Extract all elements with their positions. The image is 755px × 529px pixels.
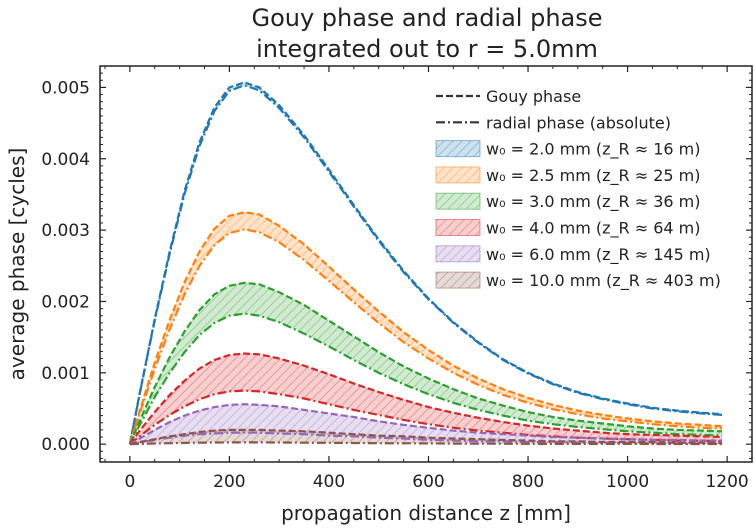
x-tick-label: 200 (213, 472, 245, 492)
legend-area-swatch (435, 166, 481, 184)
gouy-line-6 (129, 428, 723, 446)
legend-area-swatch (435, 192, 481, 210)
x-tick-label: 0 (124, 472, 135, 492)
gouy-line-3 (128, 281, 723, 445)
chart-title: Gouy phase and radial phase (251, 4, 602, 32)
y-axis-label: average phase [cycles] (5, 148, 29, 381)
legend-area-swatch (435, 271, 481, 289)
legend-area-swatch (435, 219, 481, 236)
legend-area-swatch (435, 245, 481, 263)
gouy-line-2 (128, 211, 723, 445)
plot-frame (99, 65, 753, 463)
gouy-line-1 (128, 81, 723, 445)
plot-area (128, 81, 723, 446)
x-tick-label: 1000 (606, 472, 649, 492)
y-tick-label: 0.000 (41, 435, 90, 455)
gouy-line-4 (129, 352, 723, 445)
legend-label: w₀ = 4.0 mm (z_R ≈ 64 m) (486, 219, 700, 239)
y-tick-label: 0.001 (41, 364, 90, 384)
y-tick-label: 0.004 (41, 150, 90, 170)
legend-area-swatch (435, 140, 481, 158)
legend-label: Gouy phase (486, 87, 581, 106)
legend-label: w₀ = 3.0 mm (z_R ≈ 36 m) (486, 192, 700, 212)
legend: Gouy phase radial phase (absolute) w₀ = 2.… (435, 87, 721, 291)
x-tick-label: 400 (313, 472, 345, 492)
legend-label: w₀ = 10.0 mm (z_R ≈ 403 m) (486, 271, 721, 291)
band-4 (129, 353, 723, 445)
x-tick-label: 1200 (705, 472, 748, 492)
radial-line-6 (129, 441, 723, 446)
legend-label: radial phase (absolute) (486, 113, 671, 132)
band-5 (129, 404, 723, 445)
x-tick-label: 600 (412, 472, 444, 492)
y-tick-label: 0.005 (41, 78, 90, 98)
x-axis-label: propagation distance z [mm] (281, 501, 571, 525)
legend-label: w₀ = 2.0 mm (z_R ≈ 16 m) (486, 140, 700, 160)
x-tick-label: 800 (512, 472, 544, 492)
gouy-line-5 (129, 403, 723, 446)
radial-line-1 (128, 84, 723, 445)
legend-label: w₀ = 2.5 mm (z_R ≈ 25 m) (486, 166, 700, 186)
y-tick-label: 0.003 (41, 221, 90, 241)
y-tick-label: 0.002 (41, 292, 90, 312)
chart-subtitle: integrated out to r = 5.0mm (256, 35, 598, 63)
radial-line-3 (128, 312, 723, 445)
legend-label: w₀ = 6.0 mm (z_R ≈ 145 m) (486, 245, 711, 265)
axis-ticks: 0 200 400 600 800 1000 1200 0.000 0.001 0.002 0.00… (41, 65, 753, 492)
